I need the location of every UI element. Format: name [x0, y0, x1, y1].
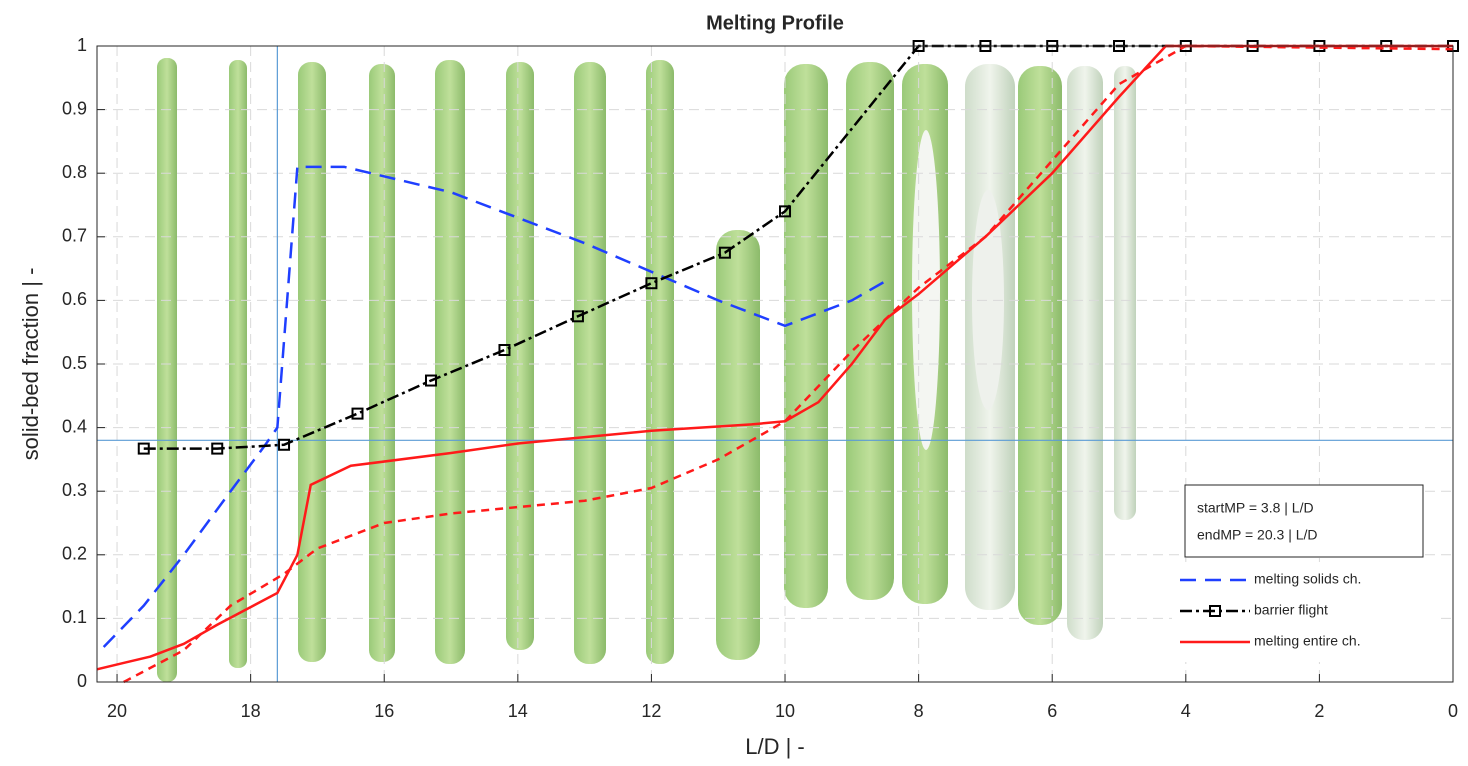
annotation: endMP = 20.3 | L/D [1197, 527, 1318, 543]
legend-label: melting entire ch. [1254, 633, 1361, 649]
photo-slice [846, 62, 894, 600]
series-line [96, 44, 1453, 671]
marker [571, 310, 584, 323]
series-line [123, 44, 1454, 684]
marker [211, 442, 224, 455]
y-tick-label: 0.9 [62, 98, 87, 118]
y-tick-label: 0.2 [62, 544, 87, 564]
legend-box [1172, 562, 1440, 662]
y-tick-label: 0.8 [62, 162, 87, 182]
photo-slice [369, 64, 395, 662]
marker [718, 246, 731, 259]
legend-label: barrier flight [1254, 602, 1328, 618]
marker [351, 407, 364, 420]
lines [96, 40, 1459, 684]
photo-slices [157, 58, 1136, 682]
series-line [102, 165, 886, 648]
photo-slice [435, 60, 465, 664]
x-tick-label: 20 [107, 701, 127, 721]
legend-marker [1209, 605, 1221, 617]
photo-slice [157, 58, 177, 682]
legend-label: melting solids ch. [1254, 571, 1361, 587]
x-tick-label: 16 [374, 701, 394, 721]
photo-slice [716, 230, 760, 660]
x-tick-label: 14 [508, 701, 528, 721]
x-tick-label: 12 [641, 701, 661, 721]
photo-hole [972, 190, 1004, 410]
marker [645, 277, 658, 290]
y-tick-label: 1 [77, 35, 87, 55]
photo-slice [1114, 66, 1136, 520]
photo-slice [1018, 66, 1062, 625]
y-tick-label: 0.5 [62, 353, 87, 373]
y-tick-label: 0.4 [62, 416, 87, 436]
marker [137, 442, 150, 455]
photo-slice [574, 62, 606, 664]
y-axis-label: solid-bed fraction | - [18, 268, 43, 461]
chart-title: Melting Profile [706, 12, 844, 34]
marker [779, 205, 792, 218]
x-tick-label: 6 [1047, 701, 1057, 721]
photo-slice [784, 64, 828, 608]
x-tick-label: 2 [1314, 701, 1324, 721]
y-tick-label: 0.3 [62, 480, 87, 500]
x-axis-label: L/D | - [745, 734, 805, 759]
x-tick-label: 4 [1181, 701, 1191, 721]
x-tick-label: 10 [775, 701, 795, 721]
y-tick-label: 0 [77, 671, 87, 691]
photo-slice [229, 60, 247, 668]
annotation-box [1184, 484, 1424, 558]
series-line [143, 44, 1453, 450]
y-tick-label: 0.6 [62, 289, 87, 309]
marker [278, 438, 291, 451]
y-tick-label: 0.7 [62, 226, 87, 246]
marker [424, 374, 437, 387]
annotation: startMP = 3.8 | L/D [1197, 500, 1314, 516]
photo-slice [1067, 66, 1103, 640]
y-tick-label: 0.1 [62, 607, 87, 627]
x-tick-label: 8 [914, 701, 924, 721]
photo-slice [298, 62, 326, 662]
x-tick-label: 18 [241, 701, 261, 721]
x-tick-label: 0 [1448, 701, 1458, 721]
marker [498, 344, 511, 357]
photo-slice [646, 60, 674, 664]
photo-slice [506, 62, 534, 650]
